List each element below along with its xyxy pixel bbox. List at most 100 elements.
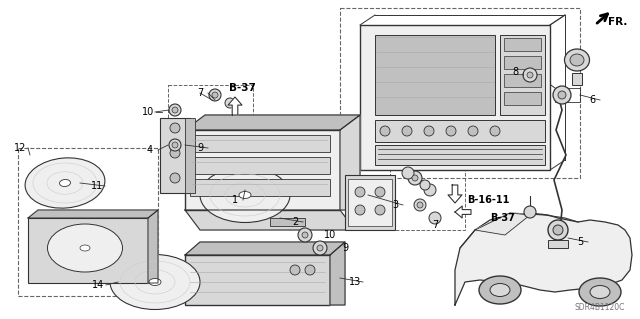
Ellipse shape <box>579 278 621 306</box>
Circle shape <box>527 72 533 78</box>
Circle shape <box>172 142 178 148</box>
Circle shape <box>172 107 178 113</box>
Text: 13: 13 <box>349 277 361 287</box>
Bar <box>504 74 541 87</box>
Circle shape <box>169 139 181 151</box>
Text: 11: 11 <box>91 181 103 191</box>
Text: 9: 9 <box>342 243 348 253</box>
Bar <box>270 218 305 226</box>
Bar <box>185 118 195 193</box>
Circle shape <box>524 206 536 218</box>
Polygon shape <box>185 115 360 130</box>
Text: B-16-11: B-16-11 <box>467 195 509 205</box>
Bar <box>360 25 550 170</box>
Text: 6: 6 <box>589 95 595 105</box>
Ellipse shape <box>239 191 251 198</box>
Ellipse shape <box>490 284 510 296</box>
Circle shape <box>490 126 500 136</box>
Text: 10: 10 <box>324 230 336 240</box>
Bar <box>18 148 158 296</box>
Text: 5: 5 <box>577 237 583 247</box>
Polygon shape <box>28 210 158 218</box>
Bar <box>375 120 545 142</box>
Ellipse shape <box>149 278 161 286</box>
Text: 7: 7 <box>197 88 203 98</box>
Bar <box>185 255 330 305</box>
Circle shape <box>424 184 436 196</box>
Circle shape <box>225 98 235 108</box>
Circle shape <box>375 187 385 197</box>
Bar <box>375 145 545 165</box>
Ellipse shape <box>47 224 122 272</box>
Circle shape <box>209 89 221 101</box>
Polygon shape <box>340 115 360 210</box>
Circle shape <box>429 212 441 224</box>
Polygon shape <box>448 185 462 203</box>
Bar <box>555 88 580 102</box>
Bar <box>504 56 541 69</box>
Text: 3: 3 <box>392 200 398 210</box>
Ellipse shape <box>25 158 105 208</box>
Circle shape <box>212 92 218 98</box>
Circle shape <box>170 173 180 183</box>
Text: 10: 10 <box>142 107 154 117</box>
Ellipse shape <box>80 245 90 251</box>
Bar <box>548 240 568 248</box>
Circle shape <box>169 104 181 116</box>
Circle shape <box>468 126 478 136</box>
Polygon shape <box>185 242 345 255</box>
Circle shape <box>355 205 365 215</box>
Circle shape <box>290 265 300 275</box>
Circle shape <box>553 86 571 104</box>
Circle shape <box>420 180 430 190</box>
Text: 1: 1 <box>232 195 238 205</box>
Bar <box>190 135 330 152</box>
Circle shape <box>548 220 568 240</box>
Polygon shape <box>455 213 632 305</box>
Circle shape <box>446 126 456 136</box>
Circle shape <box>302 232 308 238</box>
Circle shape <box>553 225 563 235</box>
Polygon shape <box>330 242 345 305</box>
Bar <box>160 118 190 193</box>
Text: FR.: FR. <box>608 17 628 27</box>
Polygon shape <box>185 210 355 230</box>
Ellipse shape <box>479 276 521 304</box>
Ellipse shape <box>60 180 70 187</box>
Circle shape <box>170 148 180 158</box>
Polygon shape <box>455 206 471 218</box>
Text: B-37: B-37 <box>228 83 255 93</box>
Polygon shape <box>148 210 158 283</box>
Ellipse shape <box>110 255 200 309</box>
Bar <box>345 175 395 230</box>
Text: 12: 12 <box>14 143 26 153</box>
Bar <box>504 92 541 105</box>
Circle shape <box>417 202 423 208</box>
Bar <box>572 73 582 85</box>
Circle shape <box>412 175 418 181</box>
Circle shape <box>355 187 365 197</box>
Circle shape <box>414 199 426 211</box>
Ellipse shape <box>570 54 584 66</box>
Ellipse shape <box>564 49 589 71</box>
Ellipse shape <box>200 167 290 222</box>
Text: 2: 2 <box>292 217 298 227</box>
Circle shape <box>424 126 434 136</box>
Bar <box>390 165 465 230</box>
Text: 8: 8 <box>512 67 518 77</box>
Bar <box>500 35 545 115</box>
Text: 9: 9 <box>197 143 203 153</box>
Circle shape <box>402 167 414 179</box>
Polygon shape <box>475 213 530 235</box>
Text: 4: 4 <box>147 145 153 155</box>
Text: 7: 7 <box>432 220 438 230</box>
Circle shape <box>523 68 537 82</box>
Circle shape <box>558 91 566 99</box>
Circle shape <box>170 123 180 133</box>
Circle shape <box>313 241 327 255</box>
Bar <box>375 35 495 115</box>
Bar <box>185 130 340 210</box>
Text: 14: 14 <box>92 280 104 290</box>
Text: SDR4B1120C: SDR4B1120C <box>575 303 625 313</box>
Circle shape <box>375 205 385 215</box>
